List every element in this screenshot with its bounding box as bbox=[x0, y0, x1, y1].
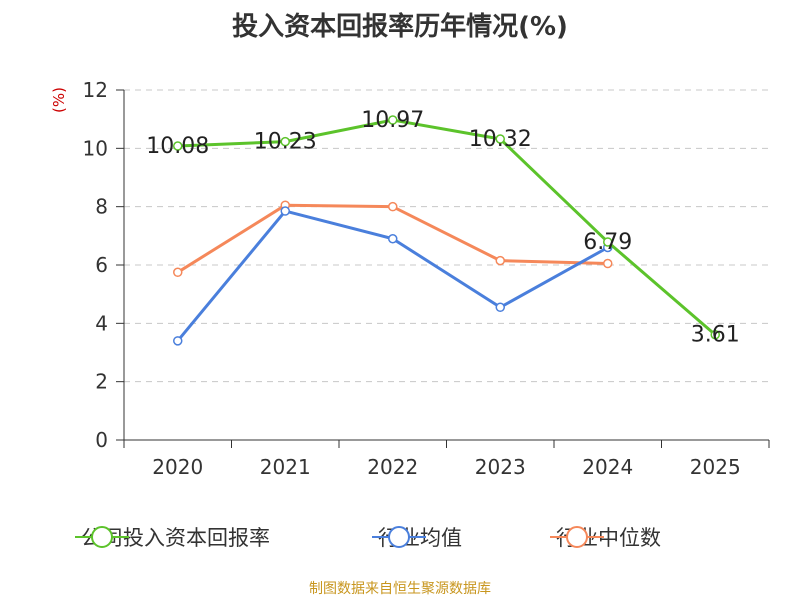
legend-marker-industry-median bbox=[550, 526, 604, 548]
y-tick-label: 8 bbox=[95, 195, 108, 219]
chart-title: 投入资本回报率历年情况(%) bbox=[232, 12, 568, 42]
x-tick-label: 2020 bbox=[152, 455, 203, 479]
data-point bbox=[603, 258, 613, 269]
legend-item-industry-mean[interactable]: 行业均值 bbox=[372, 520, 462, 554]
series-line bbox=[177, 118, 717, 336]
y-tick-label: 12 bbox=[83, 78, 108, 102]
legend-item-company-roic[interactable]: 公司投入资本回报率 bbox=[75, 520, 270, 554]
data-point bbox=[495, 134, 505, 144]
y-tick-label: 0 bbox=[95, 428, 108, 452]
x-tick-label: 2025 bbox=[690, 455, 741, 479]
y-tick-label: 4 bbox=[95, 311, 108, 335]
x-tick-label: 2024 bbox=[582, 455, 633, 479]
data-point bbox=[388, 201, 398, 212]
data-point bbox=[280, 136, 290, 147]
data-point bbox=[603, 237, 613, 247]
data-label: 3.61 bbox=[691, 323, 740, 348]
data-point bbox=[280, 206, 290, 216]
data-point bbox=[495, 255, 505, 266]
data-label: 10.32 bbox=[469, 127, 532, 152]
x-tick-label: 2023 bbox=[475, 455, 526, 479]
data-point bbox=[710, 329, 720, 340]
legend-marker-industry-mean bbox=[372, 526, 426, 548]
data-point bbox=[495, 302, 505, 313]
legend-marker-company-roic bbox=[75, 526, 129, 548]
data-label: 10.97 bbox=[361, 108, 424, 133]
y-tick-label: 10 bbox=[83, 136, 108, 160]
data-label: 10.23 bbox=[254, 130, 317, 155]
data-label: 6.79 bbox=[583, 230, 632, 255]
data-point bbox=[388, 234, 398, 244]
legend-item-industry-median[interactable]: 行业中位数 bbox=[550, 520, 661, 554]
x-tick-label: 2022 bbox=[367, 455, 418, 479]
data-label: 10.08 bbox=[146, 134, 209, 159]
y-tick-label: 2 bbox=[95, 370, 108, 394]
chart-legend: 公司投入资本回报率 行业均值 行业中位数 bbox=[0, 520, 800, 554]
data-source-footer: 制图数据来自恒生聚源数据库 bbox=[309, 581, 491, 597]
data-point bbox=[388, 115, 398, 125]
data-point bbox=[173, 141, 183, 151]
y-tick-label: 6 bbox=[95, 253, 108, 277]
x-tick-label: 2021 bbox=[260, 455, 311, 479]
data-point bbox=[173, 267, 183, 278]
data-point bbox=[173, 336, 183, 346]
